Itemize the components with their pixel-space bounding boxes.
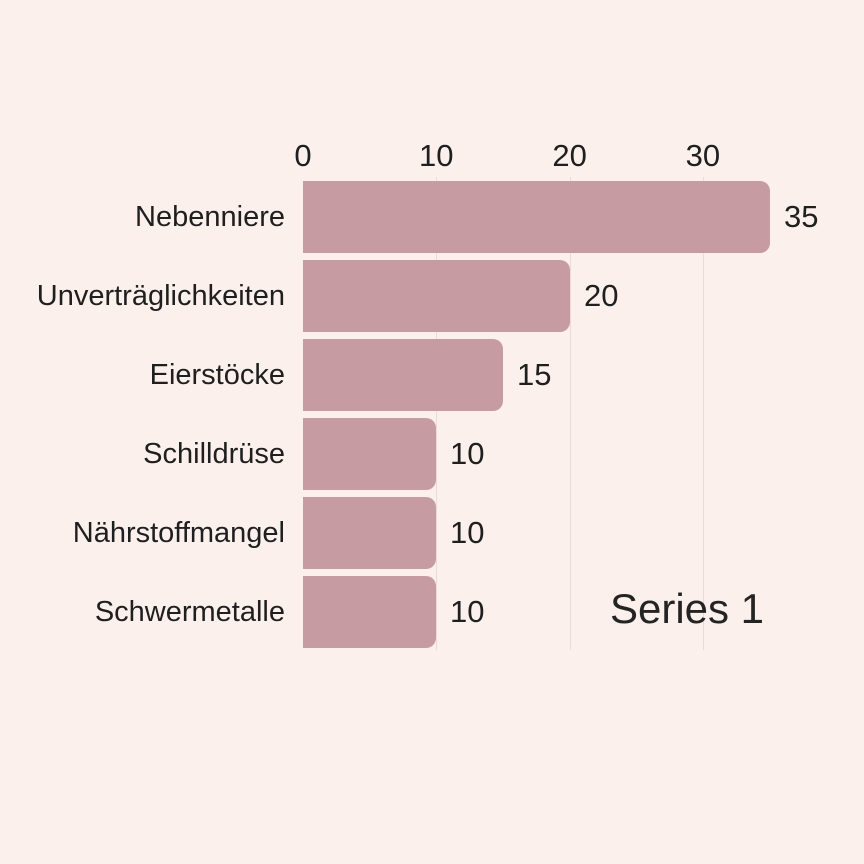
gridline xyxy=(703,177,704,650)
category-label: Schilldrüse xyxy=(143,438,285,470)
category-label: Eierstöcke xyxy=(149,359,285,391)
bar xyxy=(303,576,436,648)
value-label: 20 xyxy=(584,278,619,313)
bar-row: Nebenniere 35 xyxy=(0,181,864,253)
value-label: 15 xyxy=(517,357,552,392)
gridline xyxy=(436,177,437,650)
bar-row: Eierstöcke 15 xyxy=(0,339,864,411)
gridline xyxy=(570,177,571,650)
category-label: Unverträglichkeiten xyxy=(36,280,285,312)
bar-row: Schilldrüse 10 xyxy=(0,418,864,490)
x-axis-tick: 20 xyxy=(552,138,587,173)
bar xyxy=(303,181,770,253)
x-axis-tick: 30 xyxy=(685,138,721,173)
bar-row: Nährstoffmangel 10 xyxy=(0,497,864,569)
x-axis: 0 10 20 30 xyxy=(0,138,864,174)
category-label: Nährstoffmangel xyxy=(72,517,285,549)
bar-row: Schwermetalle 10 xyxy=(0,576,864,648)
value-label: 10 xyxy=(450,594,485,629)
value-label: 10 xyxy=(450,515,485,550)
value-label: 10 xyxy=(450,436,485,471)
category-label: Schwermetalle xyxy=(94,596,285,628)
series-legend-label: Series 1 xyxy=(609,585,765,632)
bar xyxy=(303,418,436,490)
x-axis-tick: 0 xyxy=(294,138,312,173)
bar xyxy=(303,339,503,411)
bar xyxy=(303,497,436,569)
x-axis-tick: 10 xyxy=(419,138,454,173)
value-label: 35 xyxy=(784,199,819,234)
category-label: Nebenniere xyxy=(135,201,285,233)
bar xyxy=(303,260,570,332)
bar-row: Unverträglichkeiten 20 xyxy=(0,260,864,332)
